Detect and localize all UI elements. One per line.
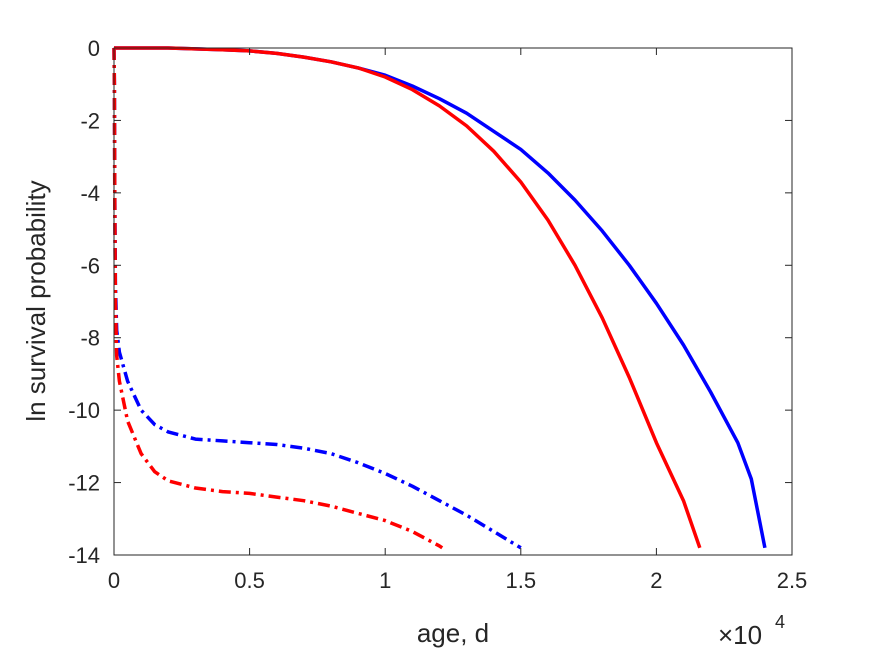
y-axis-label: ln survival probability <box>21 180 51 421</box>
axes-box <box>113 47 793 556</box>
y-tick-label: -4 <box>80 181 100 206</box>
x-tick-label: 1.5 <box>506 568 537 593</box>
y-tick-label: -12 <box>68 471 100 496</box>
x-axis-label: age, d <box>417 618 489 648</box>
y-tick-label: -8 <box>80 326 100 351</box>
series-line-2 <box>114 46 702 549</box>
x-tick-label: 0.5 <box>234 568 265 593</box>
x-multiplier-exponent: 4 <box>775 612 785 632</box>
x-tick-label: 2 <box>650 568 662 593</box>
y-tick-label: -14 <box>68 543 100 568</box>
x-tick-label: 0 <box>108 568 120 593</box>
y-tick-label: 0 <box>88 36 100 61</box>
x-multiplier-base: ×10 <box>718 620 762 650</box>
x-tick-label: 1 <box>379 568 391 593</box>
x-tick-label: 2.5 <box>777 568 808 593</box>
y-tick-label: -10 <box>68 398 100 423</box>
series-line-3 <box>112 47 522 550</box>
ticks-layer: 0 0.5 1 1.5 2 2.5 0 -2 -4 -6 -8 -10 -12 -14 <box>68 36 807 593</box>
x-multiplier: ×10 4 <box>718 612 785 650</box>
y-tick-label: -6 <box>80 253 100 278</box>
series-layer <box>112 46 767 550</box>
plot-area <box>114 48 792 555</box>
y-tick-label: -2 <box>80 108 100 133</box>
series-line-4 <box>112 47 444 550</box>
